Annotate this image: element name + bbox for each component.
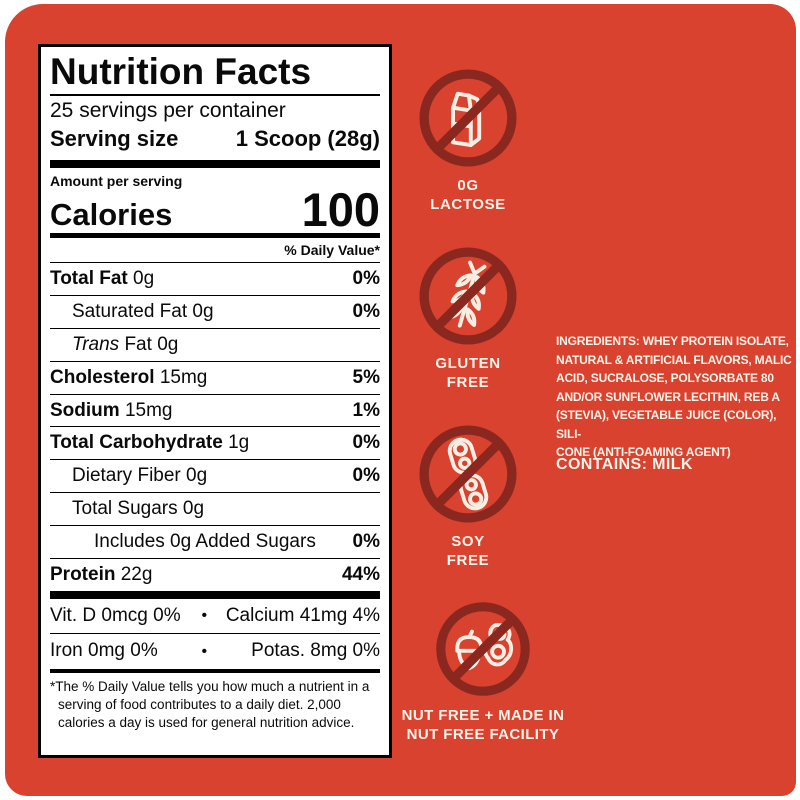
calories-value: 100 — [301, 182, 380, 236]
nutrient-row-total-sugars: Total Sugars 0g — [50, 492, 380, 525]
thick-divider — [50, 590, 380, 599]
contains-statement: CONTAINS: MILK — [556, 456, 693, 473]
no-nuts-icon — [436, 602, 530, 696]
nf-title: Nutrition Facts — [50, 52, 380, 96]
badge-soy-free: SOY FREE — [393, 418, 543, 570]
footnote-divider — [50, 669, 380, 674]
thick-divider — [50, 159, 380, 168]
badge-label: GLUTEN FREE — [435, 355, 501, 391]
badge-label: NUT FREE + MADE IN NUT FREE FACILITY — [401, 707, 565, 743]
nutrient-row-protein: Protein 22g 44% — [50, 557, 380, 591]
servings-per-container: 25 servings per container — [50, 98, 286, 122]
no-gluten-icon — [419, 247, 517, 345]
daily-value-header: % Daily Value* — [284, 242, 380, 259]
no-soy-icon — [419, 425, 517, 523]
badge-label: 0G LACTOSE — [430, 177, 506, 213]
serving-size-label: Serving size — [50, 126, 179, 152]
nutrient-row-dietary-fiber: Dietary Fiber 0g 0% — [50, 459, 380, 492]
nutrient-row-total-carbohydrate: Total Carbohydrate 1g 0% — [50, 426, 380, 459]
badge-nut-free: NUT FREE + MADE IN NUT FREE FACILITY — [355, 594, 581, 744]
nutrition-facts-label: Nutrition Facts 25 servings per containe… — [38, 44, 392, 758]
badge-gluten-free: GLUTEN FREE — [393, 240, 543, 392]
amount-per-serving-label: Amount per serving — [50, 172, 183, 189]
medium-divider — [50, 233, 380, 239]
nutrient-row-cholesterol: Cholesterol 15mg 5% — [50, 360, 380, 394]
serving-size-value: 1 Scoop (28g) — [235, 126, 380, 152]
no-lactose-icon — [419, 69, 517, 167]
ingredients-text: INGREDIENTS: WHEY PROTEIN ISOLATE, NATUR… — [556, 334, 792, 459]
micronutrient-row-1: Vit. D 0mcg 0% • Calcium 41mg 4% — [50, 604, 380, 626]
badge-lactose-free: 0G LACTOSE — [393, 62, 543, 214]
bullet-separator: • — [201, 607, 208, 625]
daily-value-footnote: *The % Daily Value tells you how much a … — [50, 679, 370, 730]
nutrient-row-total-fat: Total Fat 0g 0% — [50, 262, 380, 295]
bullet-separator: • — [201, 643, 208, 661]
badge-label: SOY FREE — [446, 533, 490, 569]
calories-row: Calories 100 — [50, 182, 380, 236]
calories-label: Calories — [50, 197, 173, 233]
nutrient-row-saturated-fat: Saturated Fat 0g 0% — [50, 295, 380, 328]
serving-size-row: Serving size 1 Scoop (28g) — [50, 124, 380, 160]
nutrient-row-added-sugars: Includes 0g Added Sugars 0% — [50, 525, 380, 558]
micronutrient-row-2: Iron 0mg 0% • Potas. 8mg 0% — [50, 633, 380, 669]
nutrient-row-trans-fat: Trans Fat 0g — [50, 327, 380, 361]
nutrient-row-sodium: Sodium 15mg 1% — [50, 393, 380, 427]
